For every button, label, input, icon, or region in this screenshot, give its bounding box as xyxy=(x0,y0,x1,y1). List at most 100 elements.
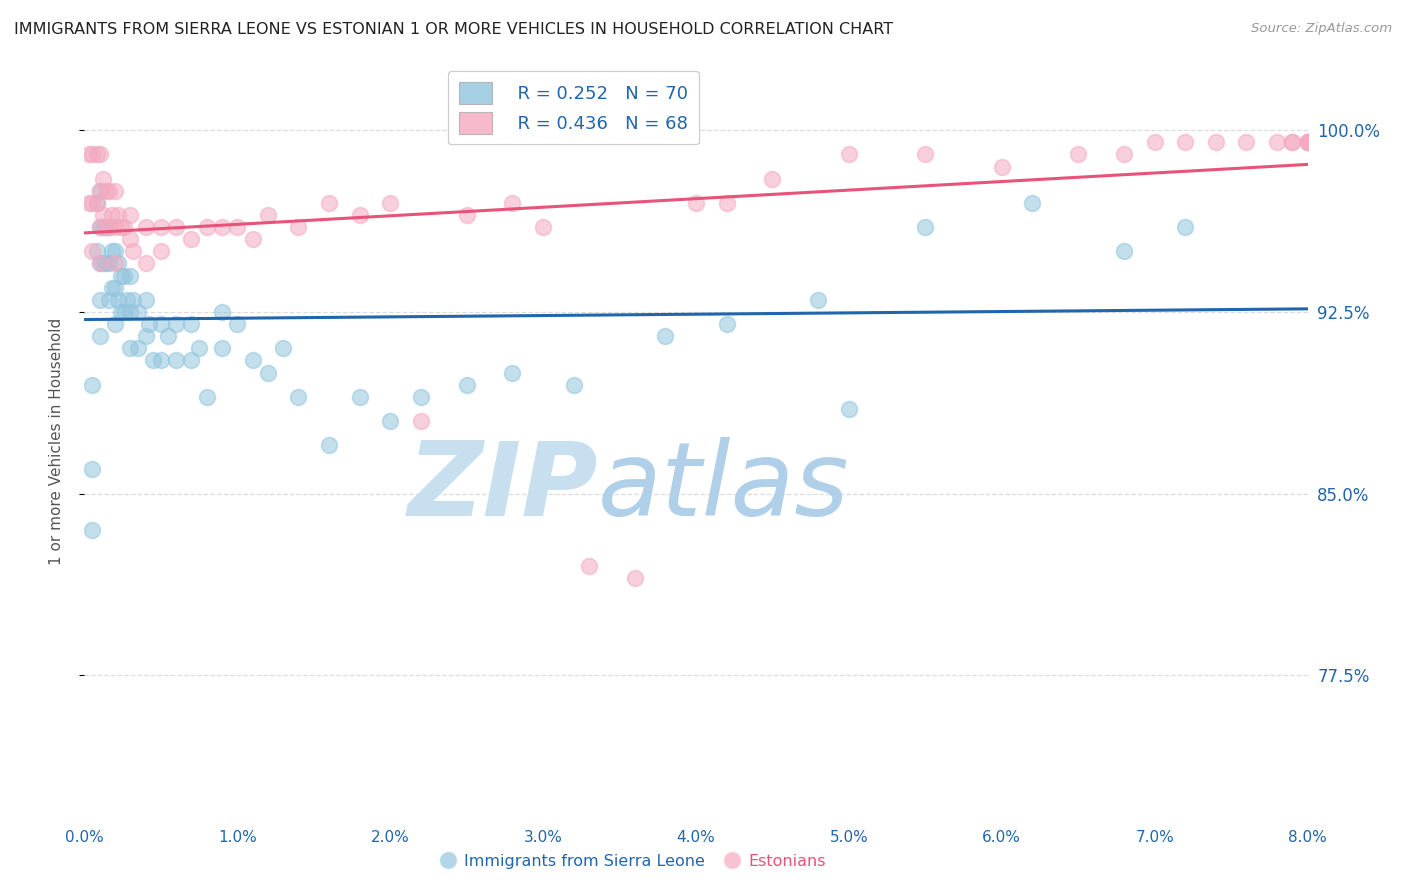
Point xyxy=(135,293,157,307)
Point xyxy=(456,377,478,392)
Point xyxy=(685,196,707,211)
Point xyxy=(127,305,149,319)
Point xyxy=(80,244,103,259)
Point xyxy=(624,571,647,585)
Point xyxy=(349,208,371,222)
Point xyxy=(135,256,157,270)
Point xyxy=(165,353,187,368)
Point xyxy=(1236,136,1258,150)
Point xyxy=(180,317,202,331)
Point xyxy=(97,256,120,270)
Point xyxy=(409,390,432,404)
Point xyxy=(86,244,108,259)
Point xyxy=(838,147,860,161)
Text: IMMIGRANTS FROM SIERRA LEONE VS ESTONIAN 1 OR MORE VEHICLES IN HOUSEHOLD CORRELA: IMMIGRANTS FROM SIERRA LEONE VS ESTONIAN… xyxy=(14,22,893,37)
Point xyxy=(165,220,187,235)
Point xyxy=(1114,147,1136,161)
Point xyxy=(914,147,936,161)
Point xyxy=(1265,136,1288,150)
Point xyxy=(86,147,108,161)
Text: ZIP: ZIP xyxy=(408,436,598,538)
Point xyxy=(80,377,103,392)
Point xyxy=(502,196,524,211)
Point xyxy=(122,293,145,307)
Point xyxy=(318,196,340,211)
Point xyxy=(94,184,117,198)
Point xyxy=(110,220,132,235)
Point xyxy=(97,184,120,198)
Point xyxy=(107,256,129,270)
Point xyxy=(165,317,187,331)
Text: Source: ZipAtlas.com: Source: ZipAtlas.com xyxy=(1251,22,1392,36)
Point xyxy=(135,329,157,343)
Point xyxy=(97,220,120,235)
Point xyxy=(120,305,142,319)
Point xyxy=(195,220,218,235)
Point xyxy=(1281,136,1303,150)
Point xyxy=(188,341,211,355)
Point xyxy=(242,353,264,368)
Point xyxy=(211,305,233,319)
Point xyxy=(120,341,142,355)
Point xyxy=(77,147,100,161)
Point xyxy=(1296,136,1319,150)
Point xyxy=(1296,136,1319,150)
Point xyxy=(1143,136,1166,150)
Point xyxy=(97,293,120,307)
Point xyxy=(502,366,524,380)
Point xyxy=(180,232,202,246)
Point xyxy=(101,281,124,295)
Point xyxy=(838,401,860,416)
Point xyxy=(149,244,172,259)
Point xyxy=(120,232,142,246)
Point xyxy=(807,293,830,307)
Point xyxy=(149,220,172,235)
Point xyxy=(1296,136,1319,150)
Point xyxy=(409,414,432,428)
Point xyxy=(149,353,172,368)
Point xyxy=(112,268,135,283)
Point xyxy=(257,366,280,380)
Point xyxy=(112,220,135,235)
Point xyxy=(716,317,738,331)
Point xyxy=(380,414,402,428)
Point xyxy=(135,220,157,235)
Point xyxy=(1114,244,1136,259)
Point xyxy=(89,184,111,198)
Point xyxy=(226,317,249,331)
Point xyxy=(110,305,132,319)
Point xyxy=(107,208,129,222)
Point xyxy=(1067,147,1090,161)
Point xyxy=(257,208,280,222)
Point xyxy=(94,256,117,270)
Point xyxy=(1174,136,1197,150)
Point xyxy=(211,220,233,235)
Point xyxy=(287,390,309,404)
Point xyxy=(120,268,142,283)
Point xyxy=(80,523,103,537)
Point xyxy=(86,196,108,211)
Point xyxy=(89,220,111,235)
Point xyxy=(97,220,120,235)
Point xyxy=(89,184,111,198)
Point xyxy=(211,341,233,355)
Legend:   R = 0.252   N = 70,   R = 0.436   N = 68: R = 0.252 N = 70, R = 0.436 N = 68 xyxy=(449,71,699,145)
Point xyxy=(104,244,127,259)
Point xyxy=(456,208,478,222)
Point xyxy=(157,329,180,343)
Point xyxy=(89,256,111,270)
Point xyxy=(89,256,111,270)
Point xyxy=(1174,220,1197,235)
Point xyxy=(104,317,127,331)
Point xyxy=(226,220,249,235)
Point xyxy=(89,220,111,235)
Y-axis label: 1 or more Vehicles in Household: 1 or more Vehicles in Household xyxy=(49,318,63,566)
Point xyxy=(104,256,127,270)
Point xyxy=(1296,136,1319,150)
Point xyxy=(122,244,145,259)
Point xyxy=(80,196,103,211)
Point xyxy=(89,329,111,343)
Point xyxy=(149,317,172,331)
Point xyxy=(127,341,149,355)
Point xyxy=(1281,136,1303,150)
